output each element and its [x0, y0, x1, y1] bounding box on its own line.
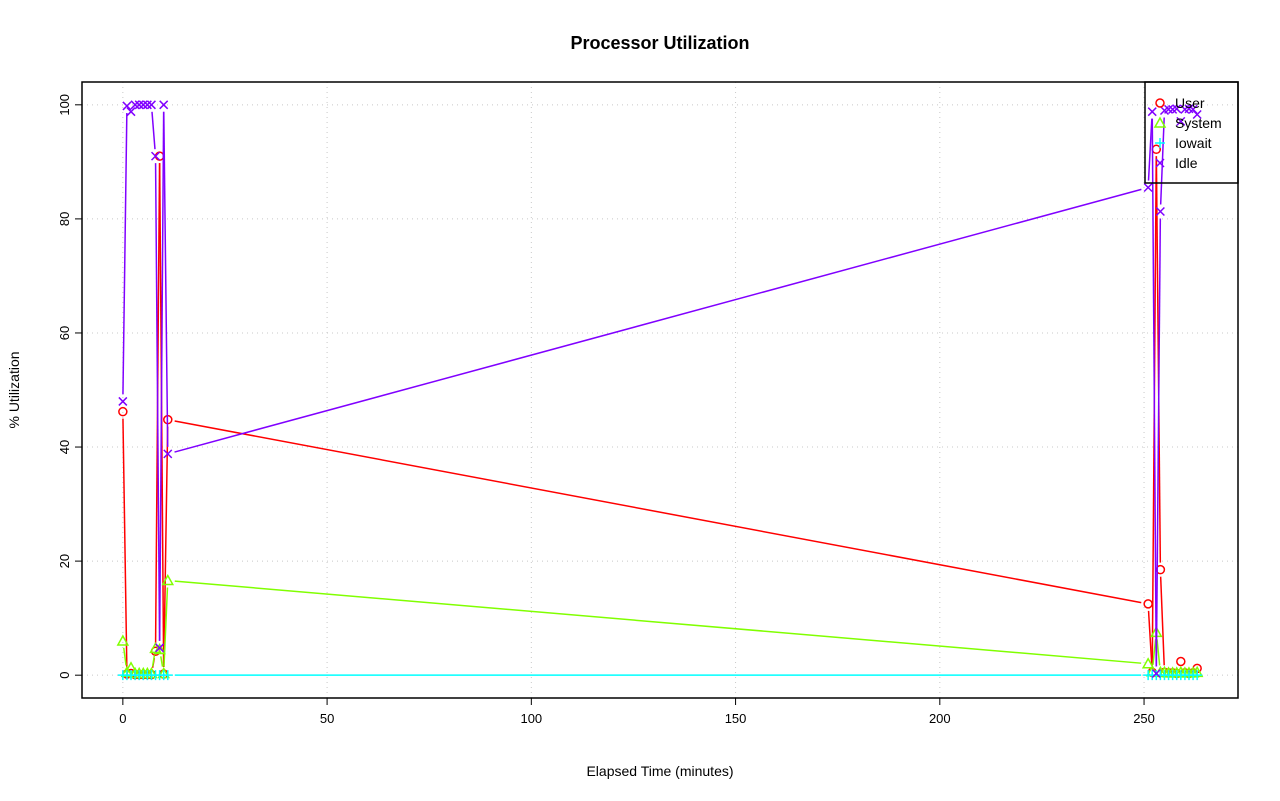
series-line-segment	[1152, 639, 1157, 665]
series-line-segment	[122, 112, 128, 395]
data-point	[159, 100, 169, 110]
series-iowait	[117, 670, 1203, 681]
y-tick-label: 100	[57, 94, 72, 116]
legend-label-iowait: Iowait	[1175, 135, 1212, 151]
legend-box	[1144, 81, 1239, 184]
data-point	[1155, 564, 1166, 575]
data-point	[146, 100, 156, 110]
series-line-segment	[163, 426, 169, 668]
data-point	[1164, 104, 1174, 114]
data-point	[138, 100, 148, 110]
legend-user-icon	[1155, 98, 1165, 108]
data-point	[116, 634, 130, 646]
series-line-segment	[122, 418, 128, 668]
series-system	[116, 573, 1204, 679]
y-tick-label: 60	[57, 326, 72, 340]
data-point	[162, 670, 173, 681]
data-point	[1143, 182, 1153, 193]
y-tick-label: 20	[57, 554, 72, 568]
data-point	[1151, 144, 1162, 155]
series-line-segment	[1147, 610, 1153, 666]
data-point	[134, 100, 144, 110]
x-tick-label: 150	[725, 711, 747, 726]
data-point	[142, 100, 152, 110]
legend-label-system: System	[1175, 115, 1222, 131]
series-line-segment	[174, 420, 1142, 604]
data-point	[161, 573, 175, 586]
data-point	[1151, 668, 1161, 679]
x-tick-label: 0	[119, 711, 126, 726]
series-line-segment	[1156, 639, 1161, 666]
data-point	[122, 101, 132, 111]
series-line-segment	[1155, 218, 1162, 667]
x-axis-label: Elapsed Time (minutes)	[586, 763, 733, 779]
series-idle	[118, 100, 1202, 679]
y-tick-label: 0	[57, 672, 72, 679]
data-point	[1172, 104, 1182, 114]
series-line-segment	[151, 655, 156, 667]
series-line-segment	[1159, 576, 1165, 666]
series-line-segment	[160, 656, 164, 667]
plot-frame	[81, 81, 1239, 699]
y-axis-label: % Utilization	[6, 351, 22, 428]
x-tick-label: 250	[1133, 711, 1155, 726]
data-point	[153, 642, 166, 655]
data-point	[1155, 206, 1165, 217]
x-tick-label: 100	[520, 711, 542, 726]
series-line-segment	[1147, 118, 1153, 181]
series-line-segment	[1151, 118, 1158, 667]
data-point	[163, 449, 173, 459]
data-point	[1141, 657, 1155, 669]
series-user	[118, 144, 1202, 680]
series-line-segment	[158, 111, 165, 641]
series-line-segment	[163, 111, 169, 447]
y-tick-label: 40	[57, 440, 72, 454]
data-point	[1176, 656, 1186, 667]
series-line-segment	[151, 111, 156, 150]
chart-title: Processor Utilization	[570, 33, 749, 53]
legend-iowait-icon	[1155, 138, 1165, 148]
legend-label-user: User	[1175, 95, 1205, 111]
data-point	[150, 151, 161, 161]
legend: User System Iowait Idle	[1144, 81, 1239, 184]
x-tick-label: 50	[320, 711, 334, 726]
data-point	[1143, 599, 1153, 609]
data-point	[154, 151, 165, 161]
series-line-segment	[123, 647, 127, 666]
y-tick-label: 80	[57, 212, 72, 226]
data-point	[1192, 109, 1202, 120]
data-point	[155, 643, 165, 653]
legend-idle-icon	[1155, 158, 1165, 168]
legend-system-icon	[1153, 116, 1167, 128]
data-point	[118, 396, 128, 406]
data-point	[118, 406, 128, 417]
legend-label-idle: Idle	[1175, 155, 1198, 171]
x-tick-label: 200	[929, 711, 951, 726]
data-point	[1147, 107, 1157, 117]
series-line-segment	[174, 580, 1142, 664]
data-point	[1192, 670, 1203, 681]
series-line-segment	[154, 163, 161, 641]
data-point	[1176, 116, 1186, 126]
data-point	[126, 107, 136, 117]
series-line-segment	[174, 188, 1142, 453]
data-point	[130, 100, 140, 110]
